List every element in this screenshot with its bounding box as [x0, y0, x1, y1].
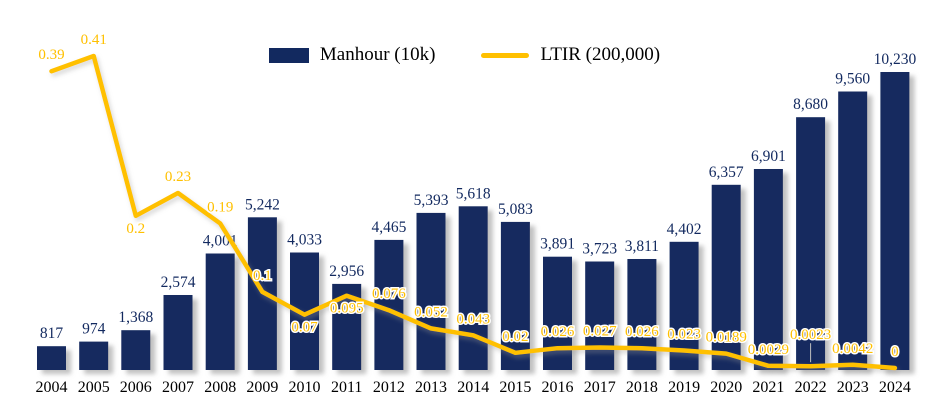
bar-2020 — [711, 184, 741, 370]
x-axis-label-2019: 2019 — [668, 379, 700, 396]
bar-value-label-2013: 5,393 — [414, 192, 449, 209]
bar-2023 — [838, 91, 868, 370]
bar-value-label-2004: 817 — [40, 325, 64, 342]
x-axis-label-2010: 2010 — [289, 379, 321, 396]
bar-value-label-2022: 8,680 — [793, 96, 828, 113]
ltir-value-label-2010: 0.07 — [291, 320, 318, 336]
bar-value-label-2021: 6,901 — [751, 148, 786, 165]
bar-value-label-2006: 1,368 — [118, 309, 153, 326]
bar-2018 — [627, 259, 657, 370]
ltir-value-label-2008: 0.19 — [207, 199, 233, 215]
x-axis-label-2005: 2005 — [78, 379, 110, 396]
bar-value-label-2007: 2,574 — [161, 274, 196, 291]
ltir-value-label-2023: 0.0042 — [832, 341, 873, 357]
ltir-value-label-2007: 0.23 — [165, 169, 191, 185]
x-axis-label-2012: 2012 — [373, 379, 405, 396]
bar-value-label-2023: 9,560 — [835, 71, 870, 88]
x-axis-label-2017: 2017 — [584, 379, 616, 396]
bar-value-label-2019: 4,402 — [667, 221, 702, 238]
bar-2013 — [416, 212, 446, 370]
x-axis-label-2011: 2011 — [331, 379, 362, 396]
bar-2005 — [79, 341, 109, 370]
bar-value-label-2018: 3,811 — [625, 238, 659, 255]
x-axis-label-2006: 2006 — [120, 379, 152, 396]
ltir-value-label-2016: 0.026 — [541, 324, 575, 340]
bar-2014 — [458, 206, 488, 370]
x-axis-label-2008: 2008 — [204, 379, 236, 396]
x-axis-label-2022: 2022 — [795, 379, 827, 396]
x-axis-label-2007: 2007 — [162, 379, 194, 396]
ltir-value-label-2014: 0.043 — [456, 311, 490, 327]
bar-2015 — [500, 221, 530, 370]
bar-value-label-2016: 3,891 — [540, 236, 575, 253]
ltir-value-label-2021: 0.0029 — [748, 342, 789, 358]
ltir-value-label-2020: 0.0189 — [706, 330, 747, 346]
bar-2016 — [543, 256, 572, 370]
ltir-value-label-2011: 0.095 — [330, 301, 364, 317]
x-axis-label-2004: 2004 — [36, 379, 68, 396]
bar-2017 — [585, 261, 615, 370]
x-axis-label-2020: 2020 — [710, 379, 742, 396]
bar-2021 — [753, 169, 783, 370]
x-axis-label-2023: 2023 — [837, 379, 869, 396]
ltir-value-label-2022: 0.0023 — [790, 327, 831, 343]
bar-2024 — [880, 72, 910, 370]
ltir-value-label-2024: 0 — [891, 344, 899, 360]
bar-value-label-2020: 6,357 — [709, 164, 744, 181]
ltir-value-label-2004: 0.39 — [38, 47, 64, 63]
bar-value-label-2010: 4,033 — [287, 232, 322, 249]
bar-2007 — [163, 295, 193, 370]
bar-2006 — [121, 330, 151, 370]
ltir-value-label-2013: 0.052 — [414, 304, 448, 320]
ltir-value-label-2019: 0.023 — [667, 327, 701, 343]
ltir-value-label-2005: 0.41 — [81, 32, 107, 48]
x-axis-label-2009: 2009 — [246, 379, 278, 396]
bar-value-label-2015: 5,083 — [498, 201, 533, 218]
ltir-value-label-2017: 0.027 — [583, 324, 617, 340]
bar-2008 — [205, 253, 235, 370]
bar-2022 — [796, 117, 826, 370]
ltir-value-label-2012: 0.076 — [372, 286, 406, 302]
bar-2004 — [37, 346, 66, 370]
x-axis-label-2015: 2015 — [499, 379, 531, 396]
x-axis-label-2013: 2013 — [415, 379, 447, 396]
bar-value-label-2012: 4,465 — [371, 219, 406, 236]
x-axis-label-2016: 2016 — [542, 379, 574, 396]
bar-value-label-2009: 5,242 — [245, 196, 280, 213]
bar-value-label-2014: 5,618 — [456, 185, 491, 202]
x-axis-label-2021: 2021 — [752, 379, 784, 396]
x-axis-label-2024: 2024 — [879, 379, 911, 396]
ltir-value-label-2009: 0.1 — [253, 268, 272, 284]
bar-value-label-2011: 2,956 — [329, 263, 364, 280]
bar-value-label-2024: 10,230 — [874, 51, 917, 68]
ltir-value-label-2006: 0.2 — [126, 221, 145, 237]
ltir-value-label-2018: 0.026 — [625, 324, 659, 340]
x-axis-label-2018: 2018 — [626, 379, 658, 396]
bar-value-label-2005: 974 — [82, 321, 106, 338]
ltir-value-label-2015: 0.02 — [502, 329, 528, 345]
x-axis-label-2014: 2014 — [457, 379, 489, 396]
bar-value-label-2017: 3,723 — [582, 241, 617, 258]
ltir-line — [49, 53, 898, 371]
